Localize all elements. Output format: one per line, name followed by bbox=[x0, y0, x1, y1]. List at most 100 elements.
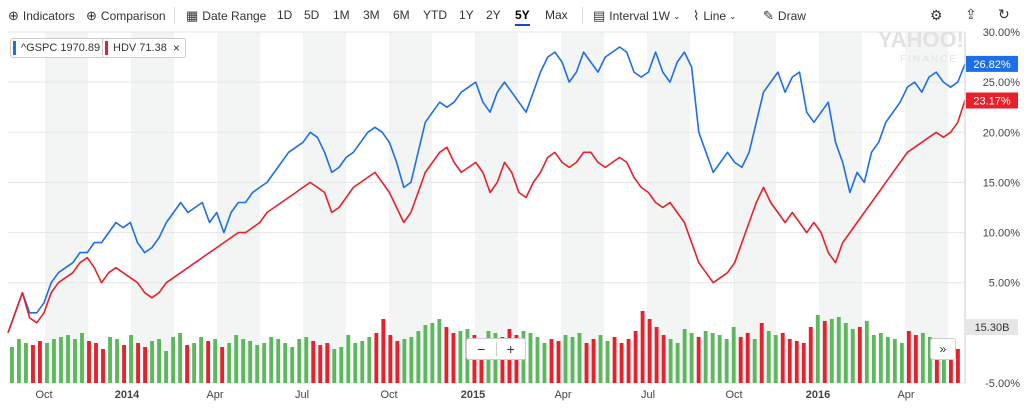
volume-bar bbox=[129, 335, 133, 383]
volume-bar bbox=[115, 339, 119, 383]
volume-bar bbox=[136, 343, 140, 383]
volume-bar bbox=[752, 339, 757, 383]
calendar-icon: ▦ bbox=[186, 8, 199, 23]
range-3m[interactable]: 3M bbox=[363, 8, 380, 22]
legend-item-gspc[interactable]: ^GSPC 1970.89 bbox=[10, 38, 107, 58]
x-tick-label: Jul bbox=[641, 389, 655, 401]
zoom-control: − + bbox=[466, 338, 526, 360]
range-6m[interactable]: 6M bbox=[393, 8, 410, 22]
month-band bbox=[45, 32, 88, 383]
volume-bar bbox=[164, 351, 169, 383]
chevron-down-icon: ⌄ bbox=[729, 10, 737, 21]
interval-dropdown[interactable]: ▤ Interval 1W ⌄ bbox=[593, 8, 681, 24]
volume-bar bbox=[500, 337, 505, 383]
month-band bbox=[905, 32, 948, 383]
volume-bar bbox=[206, 341, 211, 383]
x-tick-label: 2016 bbox=[806, 389, 830, 401]
range-2y[interactable]: 2Y bbox=[486, 8, 501, 22]
scroll-to-latest-button[interactable]: » bbox=[930, 338, 956, 360]
volume-bar bbox=[73, 339, 77, 383]
volume-bar bbox=[668, 339, 673, 383]
share-icon[interactable]: ⇪ bbox=[965, 6, 977, 22]
volume-bar bbox=[913, 335, 918, 383]
watermark-line2: FINANCE bbox=[900, 54, 958, 65]
volume-bar bbox=[45, 343, 49, 383]
volume-bar bbox=[213, 339, 218, 383]
x-tick-label: 2014 bbox=[115, 389, 140, 401]
volume-bar bbox=[31, 345, 35, 383]
volume-bar bbox=[437, 319, 442, 383]
y-tick-label: 15.00% bbox=[983, 177, 1021, 189]
volume-bar bbox=[311, 341, 316, 383]
volume-bar bbox=[157, 339, 162, 383]
volume-bar bbox=[374, 333, 379, 383]
comparison-button[interactable]: ⊕ Comparison bbox=[86, 8, 166, 24]
date-range-button[interactable]: ▦ Date Range bbox=[186, 8, 266, 24]
range-1y[interactable]: 1Y bbox=[459, 8, 474, 22]
volume-bar bbox=[780, 333, 785, 383]
y-tick-label: 5.00% bbox=[989, 278, 1020, 290]
x-axis: Oct 2014 Apr Jul Oct 2015 Apr Jul Oct 2016 Apr bbox=[35, 389, 914, 401]
volume-bar bbox=[346, 335, 351, 383]
volume-bar bbox=[353, 343, 358, 383]
legend-item-hdv[interactable]: HDV 71.38 × bbox=[102, 38, 186, 58]
range-5d[interactable]: 5D bbox=[304, 8, 320, 22]
zoom-in-button[interactable]: + bbox=[506, 341, 515, 357]
close-icon[interactable]: × bbox=[172, 41, 180, 55]
volume-bar bbox=[248, 341, 253, 383]
volume-bar bbox=[59, 337, 63, 383]
month-band bbox=[561, 32, 604, 383]
line-chart-icon: ⌇ bbox=[693, 8, 700, 23]
volume-bar bbox=[626, 339, 631, 383]
volume-bar bbox=[885, 337, 890, 383]
series-color-swatch bbox=[13, 41, 16, 55]
volume-bar bbox=[101, 349, 105, 383]
chart-toolbar: ⊕ Indicators ⊕ Comparison ▦ Date Range 1… bbox=[0, 0, 1024, 30]
volume-bar bbox=[948, 343, 953, 383]
indicators-button[interactable]: ⊕ Indicators bbox=[8, 8, 75, 24]
volume-bar bbox=[955, 349, 960, 383]
draw-pen-icon: ✎ bbox=[763, 8, 774, 23]
volume-bar bbox=[584, 343, 589, 383]
volume-bar bbox=[563, 335, 568, 383]
interval-label: Interval bbox=[609, 9, 649, 23]
volume-bar bbox=[689, 333, 694, 383]
volume-bar bbox=[255, 345, 260, 383]
range-5y[interactable]: 5Y bbox=[515, 8, 530, 26]
plus-circle-icon: ⊕ bbox=[86, 8, 97, 23]
month-band bbox=[647, 32, 690, 383]
volume-bar bbox=[794, 341, 799, 383]
volume-bar bbox=[682, 329, 687, 383]
volume-bar bbox=[542, 343, 547, 383]
draw-button[interactable]: ✎ Draw bbox=[763, 8, 806, 24]
volume-bar bbox=[738, 337, 743, 383]
range-max[interactable]: Max bbox=[545, 8, 568, 22]
series-line-hdv bbox=[7, 99, 966, 334]
volume-bar bbox=[388, 335, 393, 383]
volume-bar bbox=[892, 339, 897, 383]
volume-bar bbox=[766, 331, 771, 383]
last-value-bg bbox=[966, 55, 1018, 72]
volume-bar bbox=[759, 323, 764, 383]
zoom-out-button[interactable]: − bbox=[477, 341, 486, 357]
y-tick-label: 20.00% bbox=[983, 127, 1021, 139]
volume-bar bbox=[633, 331, 638, 383]
range-1m[interactable]: 1M bbox=[333, 8, 350, 22]
range-ytd[interactable]: YTD bbox=[423, 8, 447, 22]
gear-icon[interactable]: ⚙ bbox=[930, 7, 943, 23]
last-value-labels: 26.82% 23.17% bbox=[966, 55, 1018, 109]
refresh-icon[interactable]: ↻ bbox=[998, 6, 1010, 22]
volume-bar bbox=[10, 347, 14, 383]
toolbar-divider bbox=[174, 7, 175, 23]
volume-bar bbox=[416, 331, 421, 383]
x-tick-label: Oct bbox=[35, 389, 52, 401]
volume-bar bbox=[283, 343, 288, 383]
y-axis: 30.00% 25.00% 20.00% 15.00% 10.00% 5.00% -5.00… bbox=[964, 27, 1021, 390]
range-1d[interactable]: 1D bbox=[277, 8, 293, 22]
volume-bar bbox=[178, 333, 183, 383]
volume-bar bbox=[479, 339, 484, 383]
volume-bar bbox=[220, 347, 225, 383]
chart-type-dropdown[interactable]: ⌇ Line ⌄ bbox=[693, 8, 737, 24]
volume-bar bbox=[458, 331, 463, 383]
